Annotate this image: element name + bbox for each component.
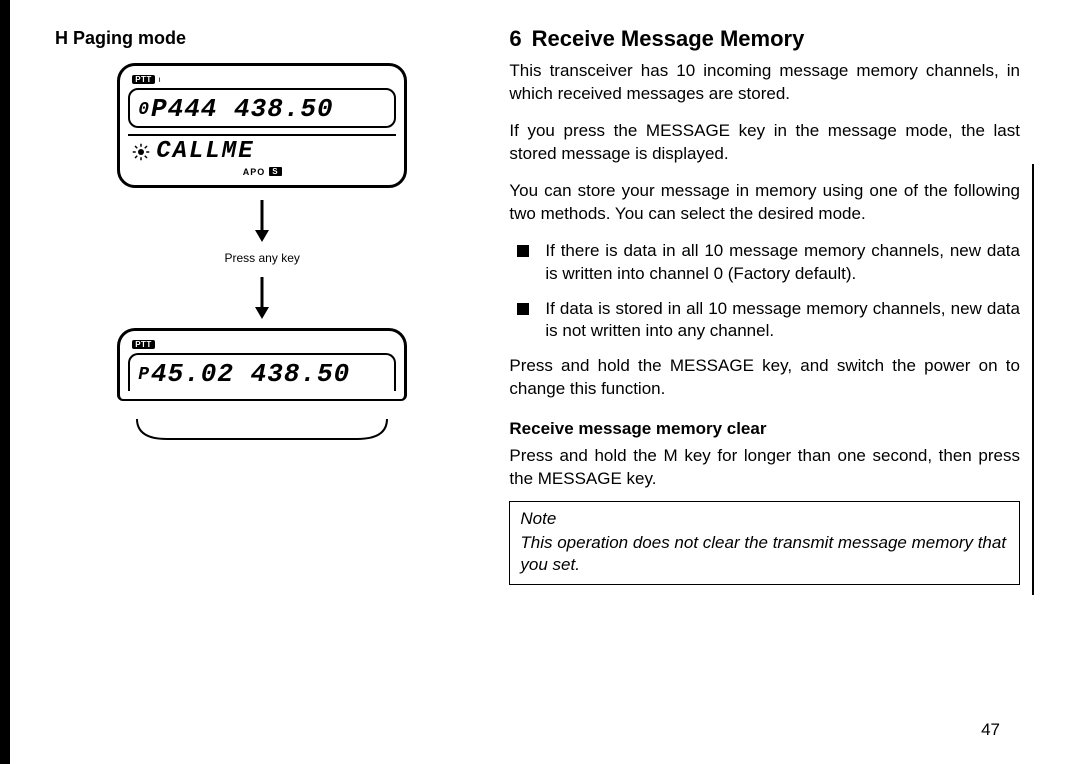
arrow-down-icon — [252, 275, 272, 319]
lcd-inner-bottom: P45.02 438.50 — [128, 353, 396, 391]
right-column: 6 Receive Message Memory This transceiver… — [499, 24, 1040, 740]
panel-bottom-curve-icon — [117, 417, 407, 447]
lcd-lower-section: CALLME APOS — [128, 134, 396, 177]
lcd-main-readout: P444 438.50 — [151, 94, 334, 124]
square-bullet-icon — [517, 245, 529, 257]
lcd-main-readout: 45.02 438.50 — [151, 359, 350, 389]
lcd-status-row: PTT — [128, 337, 396, 351]
square-bullet-icon — [517, 303, 529, 315]
flash-icon — [132, 143, 150, 161]
section-title: Receive Message Memory — [532, 26, 805, 51]
ptt-badge: PTT — [132, 75, 155, 84]
lcd-line-1: 0P444 438.50 — [136, 94, 388, 122]
manual-page: H Paging mode PTT ι 0P444 438.50 — [0, 0, 1080, 764]
apo-s-badge: S — [269, 167, 281, 176]
callme-text: CALLME — [156, 138, 254, 165]
left-heading: H Paging mode — [55, 28, 469, 49]
arrow-down-1 — [117, 198, 407, 247]
binding-spine — [0, 0, 10, 764]
section-heading: 6 Receive Message Memory — [509, 26, 1020, 52]
ptt-badge: PTT — [132, 340, 155, 349]
lcd-line-2: P45.02 438.50 — [136, 359, 388, 387]
lcd-tiny-tick: ι — [159, 75, 161, 84]
note-box: Note This operation does not clear the t… — [509, 501, 1020, 585]
paragraph: You can store your message in memory usi… — [509, 180, 1020, 226]
page-right-edge — [1032, 164, 1034, 595]
lcd-inner-top: 0P444 438.50 — [128, 88, 396, 128]
arrow-down-2 — [117, 275, 407, 324]
paragraph: This transceiver has 10 incoming message… — [509, 60, 1020, 106]
note-title: Note — [520, 508, 1009, 530]
section-number: 6 — [509, 26, 521, 52]
lcd-panel-bottom: PTT P45.02 438.50 — [117, 328, 407, 401]
sub-heading: Receive message memory clear — [509, 419, 1020, 439]
press-any-key-label: Press any key — [117, 251, 407, 265]
bullet-item: If data is stored in all 10 message memo… — [509, 298, 1020, 344]
lcd-status-row: PTT ι — [128, 72, 396, 86]
arrow-down-icon — [252, 198, 272, 242]
apo-label: APO — [243, 167, 266, 177]
bullet-text: If data is stored in all 10 message memo… — [545, 298, 1020, 344]
page-number: 47 — [981, 720, 1000, 740]
paragraph: Press and hold the M key for longer than… — [509, 445, 1020, 491]
note-body: This operation does not clear the transm… — [520, 533, 1006, 574]
lcd-panel-bottom-wrapper: PTT P45.02 438.50 — [117, 328, 407, 447]
lcd-prefix: 0 — [138, 100, 150, 120]
lcd-prefix: P — [138, 365, 150, 385]
paragraph: Press and hold the MESSAGE key, and swit… — [509, 355, 1020, 401]
two-column-layout: H Paging mode PTT ι 0P444 438.50 — [20, 24, 1040, 740]
callme-row: CALLME — [128, 138, 396, 165]
lcd-panel-top: PTT ι 0P444 438.50 — [117, 63, 407, 188]
apo-row: APOS — [128, 167, 396, 177]
left-column: H Paging mode PTT ι 0P444 438.50 — [20, 24, 499, 740]
lcd-illustration-stack: PTT ι 0P444 438.50 — [117, 63, 407, 447]
bullet-item: If there is data in all 10 message memor… — [509, 240, 1020, 286]
paragraph: If you press the MESSAGE key in the mess… — [509, 120, 1020, 166]
bullet-text: If there is data in all 10 message memor… — [545, 240, 1020, 286]
